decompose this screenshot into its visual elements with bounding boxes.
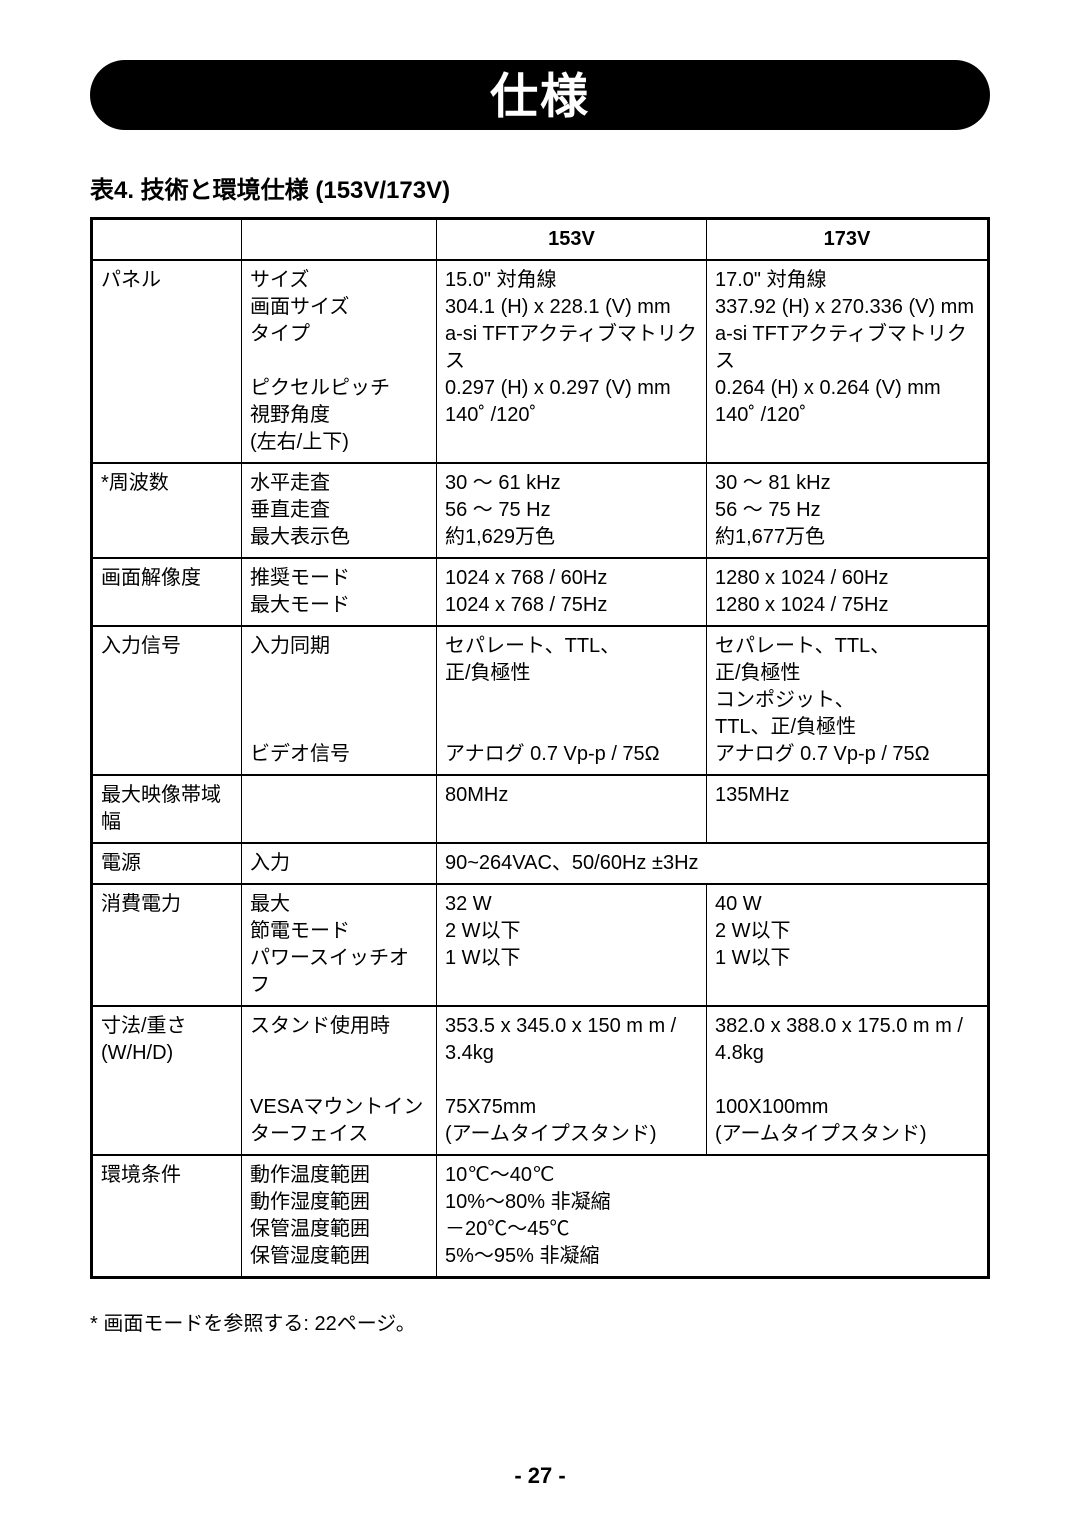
header-173v: 173V	[707, 219, 989, 261]
footnote: * 画面モードを参照する: 22ページ。	[90, 1307, 990, 1336]
table-body: パネルサイズ 画面サイズ タイプ ピクセルピッチ 視野角度 (左右/上下)15.…	[92, 260, 989, 1278]
row-subcategory: 動作温度範囲 動作湿度範囲 保管温度範囲 保管湿度範囲	[242, 1155, 437, 1278]
row-value-153v: セパレート、TTL、 正/負極性 アナログ 0.7 Vp-p / 75Ω	[437, 626, 707, 775]
row-value-173v: セパレート、TTL、 正/負極性 コンポジット、 TTL、正/負極性 アナログ …	[707, 626, 989, 775]
row-subcategory: 入力同期 ビデオ信号	[242, 626, 437, 775]
header-153v: 153V	[437, 219, 707, 261]
row-category: 寸法/重さ (W/H/D)	[92, 1006, 242, 1155]
row-category: *周波数	[92, 463, 242, 558]
row-value-173v: 135MHz	[707, 775, 989, 843]
row-value-153v: 353.5 x 345.0 x 150 m m / 3.4kg 75X75mm …	[437, 1006, 707, 1155]
row-subcategory: スタンド使用時 VESAマウントインターフェイス	[242, 1006, 437, 1155]
row-subcategory: 推奨モード 最大モード	[242, 558, 437, 626]
table-caption: 表4. 技術と環境仕様 (153V/173V)	[90, 170, 990, 205]
row-value-173v: 382.0 x 388.0 x 175.0 m m / 4.8kg 100X10…	[707, 1006, 989, 1155]
row-value-173v: 30 ～ 81 kHz 56 ～ 75 Hz 約1,677万色	[707, 463, 989, 558]
page-number: - 27 -	[0, 1463, 1080, 1489]
table-row: 消費電力最大 節電モード パワースイッチオフ32 W 2 W以下 1 W以下40…	[92, 884, 989, 1006]
table-row: 入力信号入力同期 ビデオ信号セパレート、TTL、 正/負極性 アナログ 0.7 …	[92, 626, 989, 775]
table-row: 画面解像度推奨モード 最大モード1024 x 768 / 60Hz 1024 x…	[92, 558, 989, 626]
row-subcategory	[242, 775, 437, 843]
row-value-153v: 32 W 2 W以下 1 W以下	[437, 884, 707, 1006]
row-subcategory: 入力	[242, 843, 437, 884]
row-subcategory: 最大 節電モード パワースイッチオフ	[242, 884, 437, 1006]
row-category: 入力信号	[92, 626, 242, 775]
row-category: 最大映像帯域幅	[92, 775, 242, 843]
row-value-153v: 15.0" 対角線 304.1 (H) x 228.1 (V) mm a-si …	[437, 260, 707, 463]
table-row: 寸法/重さ (W/H/D)スタンド使用時 VESAマウントインターフェイス353…	[92, 1006, 989, 1155]
table-header-row: 153V 173V	[92, 219, 989, 261]
table-row: 最大映像帯域幅 80MHz135MHz	[92, 775, 989, 843]
table-row: 環境条件動作温度範囲 動作湿度範囲 保管温度範囲 保管湿度範囲10℃～40℃ 1…	[92, 1155, 989, 1278]
row-category: 消費電力	[92, 884, 242, 1006]
row-value-173v: 40 W 2 W以下 1 W以下	[707, 884, 989, 1006]
row-value-153v: 80MHz	[437, 775, 707, 843]
row-subcategory: 水平走査 垂直走査 最大表示色	[242, 463, 437, 558]
row-value-span: 10℃～40℃ 10%～80% 非凝縮 －20℃～45℃ 5%～95% 非凝縮	[437, 1155, 989, 1278]
row-value-153v: 30 ～ 61 kHz 56 ～ 75 Hz 約1,629万色	[437, 463, 707, 558]
title-bar: 仕様	[90, 60, 990, 130]
row-category: 画面解像度	[92, 558, 242, 626]
page-title: 仕様	[90, 57, 990, 127]
header-blank1	[92, 219, 242, 261]
row-value-span: 90~264VAC、50/60Hz ±3Hz	[437, 843, 989, 884]
row-category: 環境条件	[92, 1155, 242, 1278]
row-category: 電源	[92, 843, 242, 884]
row-value-153v: 1024 x 768 / 60Hz 1024 x 768 / 75Hz	[437, 558, 707, 626]
table-row: パネルサイズ 画面サイズ タイプ ピクセルピッチ 視野角度 (左右/上下)15.…	[92, 260, 989, 463]
row-value-173v: 1280 x 1024 / 60Hz 1280 x 1024 / 75Hz	[707, 558, 989, 626]
table-row: *周波数水平走査 垂直走査 最大表示色30 ～ 61 kHz 56 ～ 75 H…	[92, 463, 989, 558]
table-row: 電源入力90~264VAC、50/60Hz ±3Hz	[92, 843, 989, 884]
row-category: パネル	[92, 260, 242, 463]
row-value-173v: 17.0" 対角線 337.92 (H) x 270.336 (V) mm a-…	[707, 260, 989, 463]
row-subcategory: サイズ 画面サイズ タイプ ピクセルピッチ 視野角度 (左右/上下)	[242, 260, 437, 463]
header-blank2	[242, 219, 437, 261]
spec-table: 153V 173V パネルサイズ 画面サイズ タイプ ピクセルピッチ 視野角度 …	[90, 217, 990, 1279]
